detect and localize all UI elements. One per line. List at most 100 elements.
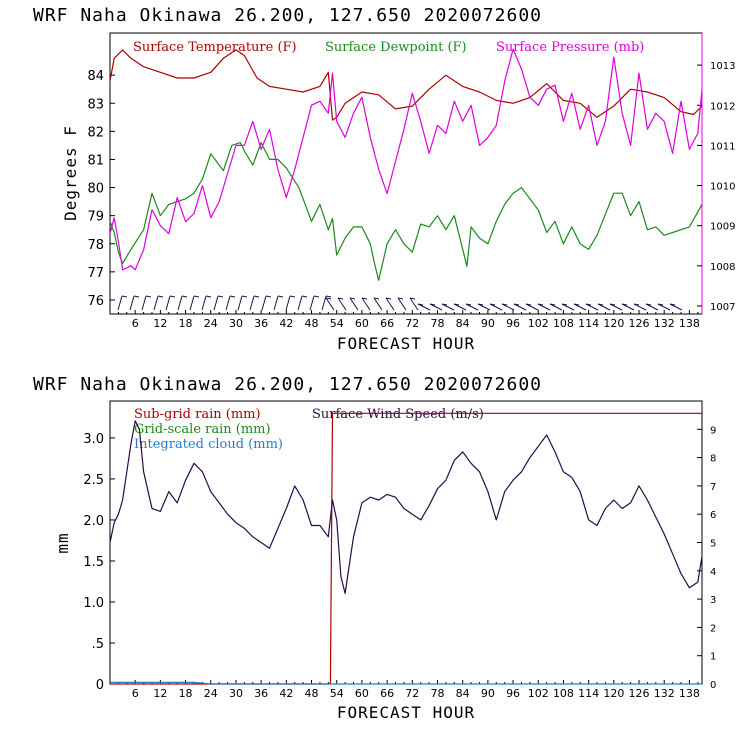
chart1-x-ticks: 6 12 18 24 30 36 42 48 54 60 66 72 78 84 90 96 102 108 114… bbox=[117, 310, 700, 330]
wind-barb bbox=[669, 303, 683, 311]
wind-barb bbox=[325, 297, 335, 311]
wind-barb bbox=[153, 295, 164, 311]
x-tick-label: 78 bbox=[430, 687, 444, 700]
y2-tick-label: 2 bbox=[710, 623, 716, 634]
wind-barb bbox=[489, 303, 503, 311]
wind-barb bbox=[117, 295, 128, 311]
wind-barb bbox=[609, 303, 623, 311]
x-tick-label: 96 bbox=[506, 687, 520, 700]
chart2-legend: Sub-grid rain (mm) Grid-scale rain (mm) … bbox=[134, 407, 484, 452]
chart2-x-ticks: 6 12 18 24 30 36 42 48 54 60 66 72 78 84 90 96 102 108 114… bbox=[117, 680, 700, 700]
legend-dewpoint: Surface Dewpoint (F) bbox=[325, 40, 467, 55]
wind-barb bbox=[189, 295, 200, 311]
legend-subgrid-rain: Sub-grid rain (mm) bbox=[134, 407, 261, 422]
x-tick-label: 120 bbox=[603, 687, 624, 700]
x-tick-label: 18 bbox=[179, 317, 193, 330]
y2-tick-label: 1009 bbox=[710, 222, 735, 233]
wind-barb bbox=[225, 295, 236, 311]
wind-barb bbox=[373, 297, 383, 311]
y2-tick-label: 1 bbox=[710, 652, 716, 663]
x-tick-label: 30 bbox=[229, 687, 243, 700]
legend-wind-speed: Surface Wind Speed (m/s) bbox=[312, 407, 484, 422]
x-tick-label: 96 bbox=[506, 317, 520, 330]
x-tick-label: 120 bbox=[603, 317, 624, 330]
wind-barb bbox=[549, 303, 563, 311]
legend-integrated-cloud: Integrated cloud (mm) bbox=[134, 437, 283, 452]
y2-tick-label: 3 bbox=[710, 595, 716, 606]
x-tick-label: 72 bbox=[405, 687, 419, 700]
x-tick-label: 84 bbox=[456, 687, 470, 700]
x-tick-label: 132 bbox=[654, 317, 675, 330]
y2-tick-label: 8 bbox=[710, 454, 716, 465]
wind-barb bbox=[633, 303, 647, 311]
wind-barb bbox=[585, 303, 599, 311]
x-tick-label: 60 bbox=[355, 317, 369, 330]
y-tick-label: 1.5 bbox=[83, 555, 104, 570]
wind-barb bbox=[273, 295, 284, 311]
x-tick-label: 66 bbox=[380, 317, 394, 330]
wind-barb bbox=[429, 303, 443, 311]
x-tick-label: 36 bbox=[254, 687, 268, 700]
y2-tick-label: 1008 bbox=[710, 262, 735, 273]
chart2-header: WRF Naha Okinawa 26.200, 127.650 2020072… bbox=[33, 374, 542, 395]
y2-tick-label: 9 bbox=[710, 425, 716, 436]
x-tick-label: 138 bbox=[679, 687, 700, 700]
x-tick-label: 42 bbox=[279, 317, 293, 330]
y2-tick-label: 1011 bbox=[710, 141, 735, 152]
wind-barb bbox=[477, 303, 491, 311]
wind-barb bbox=[165, 295, 176, 311]
x-tick-label: 24 bbox=[204, 317, 218, 330]
surface-dewpoint-line bbox=[109, 142, 703, 281]
y2-tick-label: 6 bbox=[710, 510, 716, 521]
x-tick-label: 72 bbox=[405, 317, 419, 330]
wind-barb bbox=[177, 295, 188, 311]
x-tick-label: 30 bbox=[229, 317, 243, 330]
chart1-frame bbox=[109, 32, 703, 315]
x-tick-label: 114 bbox=[578, 317, 599, 330]
x-tick-label: 132 bbox=[654, 687, 675, 700]
y2-tick-label: 4 bbox=[710, 567, 716, 578]
wind-barb bbox=[337, 297, 347, 311]
surface-temperature-line bbox=[109, 49, 703, 121]
wind-barb bbox=[441, 303, 455, 311]
y2-tick-label: 7 bbox=[710, 482, 716, 493]
wind-barb bbox=[409, 297, 419, 311]
x-tick-label: 48 bbox=[305, 687, 319, 700]
y-tick-label: 0 bbox=[96, 678, 104, 693]
x-tick-label: 114 bbox=[578, 687, 599, 700]
chart2-series bbox=[109, 412, 703, 685]
y-tick-label: 83 bbox=[87, 97, 104, 112]
chart1-legend: Surface Temperature (F) Surface Dewpoint… bbox=[133, 40, 644, 55]
x-tick-label: 48 bbox=[305, 317, 319, 330]
wind-barb bbox=[645, 303, 659, 311]
y-tick-label: 78 bbox=[87, 238, 104, 253]
wind-barb bbox=[465, 303, 479, 311]
wind-barb bbox=[573, 303, 587, 311]
x-tick-label: 126 bbox=[629, 317, 650, 330]
wind-barb bbox=[249, 295, 260, 311]
chart1-series bbox=[109, 48, 703, 281]
x-tick-label: 24 bbox=[204, 687, 218, 700]
legend-temperature: Surface Temperature (F) bbox=[133, 40, 297, 55]
y-tick-label: 1.0 bbox=[83, 596, 104, 611]
y-tick-label: 81 bbox=[87, 153, 104, 168]
wind-barb bbox=[385, 297, 395, 311]
wind-barb bbox=[501, 303, 515, 311]
wind-barb bbox=[597, 303, 611, 311]
surface-wind-speed-line bbox=[109, 420, 703, 595]
wind-barb bbox=[285, 295, 296, 311]
y2-tick-label: 1013 bbox=[710, 61, 735, 72]
y2-tick-label: 5 bbox=[710, 539, 716, 550]
sub-grid-rain-line bbox=[110, 412, 702, 685]
chart1-y2-ticks: 1007 1008 1009 1010 1011 1012 1013 bbox=[697, 61, 735, 313]
chart1-y-ticks: 76 77 78 79 80 81 82 83 84 bbox=[87, 69, 115, 309]
wind-barb bbox=[309, 295, 320, 311]
chart2-y2-ticks: 0 1 2 3 4 5 6 7 8 9 bbox=[697, 425, 716, 691]
wind-barb bbox=[525, 303, 539, 311]
y2-tick-label: 0 bbox=[710, 680, 716, 691]
wind-barb bbox=[397, 297, 407, 311]
x-tick-label: 6 bbox=[132, 687, 139, 700]
y-tick-label: 2.5 bbox=[83, 473, 104, 488]
chart2-x-label: FORECAST HOUR bbox=[337, 703, 475, 722]
